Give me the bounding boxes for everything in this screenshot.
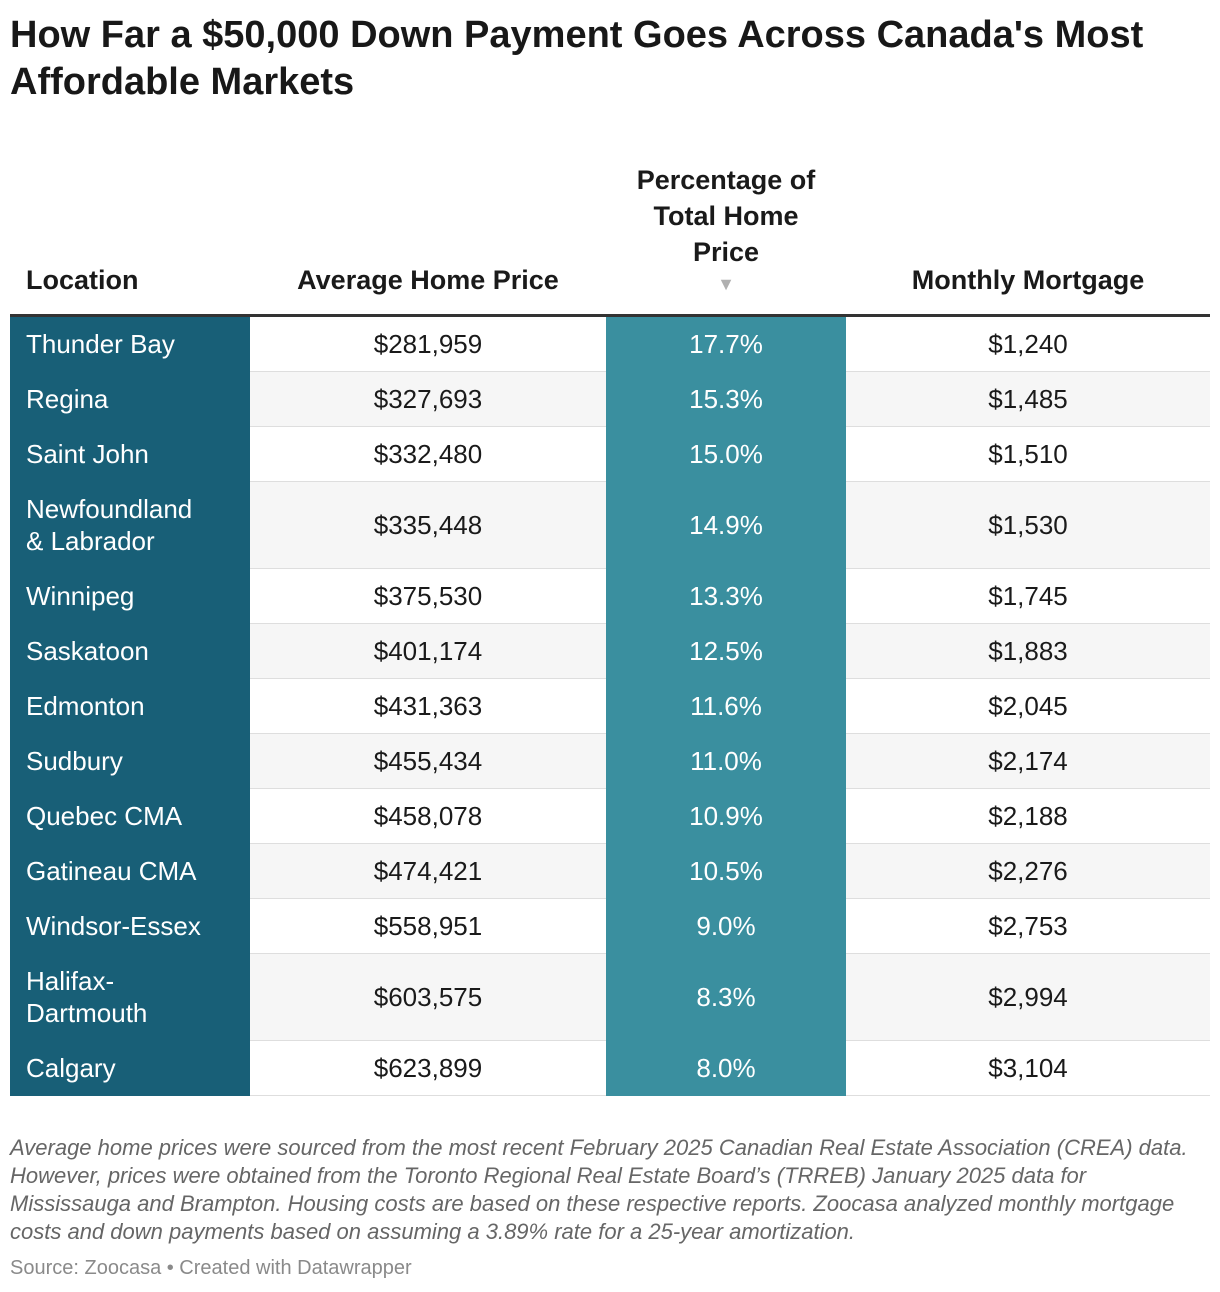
cell-monthly-mortgage: $1,510: [846, 426, 1210, 482]
table-row: Gatineau CMA $474,421 10.5% $2,276: [10, 843, 1210, 899]
column-header-location-label: Location: [26, 265, 139, 295]
cell-average-home-price: $455,434: [250, 733, 606, 789]
cell-monthly-mortgage: $2,276: [846, 843, 1210, 899]
chart-title: How Far a $50,000 Down Payment Goes Acro…: [10, 14, 1144, 103]
cell-percentage: 17.7%: [606, 315, 846, 372]
cell-percentage: 11.6%: [606, 678, 846, 734]
cell-percentage: 13.3%: [606, 568, 846, 624]
cell-percentage: 8.3%: [606, 953, 846, 1041]
cell-average-home-price: $281,959: [250, 315, 606, 372]
column-header-mortgage-label: Monthly Mortgage: [911, 265, 1145, 295]
cell-percentage: 11.0%: [606, 733, 846, 789]
cell-monthly-mortgage: $2,045: [846, 678, 1210, 734]
table-row: Saskatoon $401,174 12.5% $1,883: [10, 623, 1210, 679]
cell-average-home-price: $431,363: [250, 678, 606, 734]
table-row: Edmonton $431,363 11.6% $2,045: [10, 678, 1210, 734]
column-header-price[interactable]: Average Home Price: [250, 162, 606, 317]
column-header-percentage-label: Percentage of Total Home Price: [636, 165, 816, 267]
cell-percentage: 15.3%: [606, 371, 846, 427]
cell-location: Saskatoon: [10, 623, 250, 679]
cell-monthly-mortgage: $2,174: [846, 733, 1210, 789]
cell-percentage: 9.0%: [606, 898, 846, 954]
chart-notes: Average home prices were sourced from th…: [10, 1135, 1188, 1244]
cell-average-home-price: $327,693: [250, 371, 606, 427]
cell-percentage: 15.0%: [606, 426, 846, 482]
table-row: Saint John $332,480 15.0% $1,510: [10, 426, 1210, 482]
table-row: Newfoundland & Labrador $335,448 14.9% $1,53…: [10, 481, 1210, 569]
cell-average-home-price: $335,448: [250, 481, 606, 569]
cell-location: Thunder Bay: [10, 315, 250, 372]
cell-average-home-price: $474,421: [250, 843, 606, 899]
cell-percentage: 12.5%: [606, 623, 846, 679]
cell-location: Newfoundland & Labrador: [10, 481, 250, 569]
data-table: Location Average Home Price Percentage o…: [10, 162, 1210, 1096]
cell-location: Winnipeg: [10, 568, 250, 624]
table-row: Quebec CMA $458,078 10.9% $2,188: [10, 788, 1210, 844]
cell-location: Regina: [10, 371, 250, 427]
cell-monthly-mortgage: $1,530: [846, 481, 1210, 569]
cell-location: Halifax- Dartmouth: [10, 953, 250, 1041]
cell-location: Quebec CMA: [10, 788, 250, 844]
column-header-location[interactable]: Location: [10, 162, 250, 317]
table-row: Windsor-Essex $558,951 9.0% $2,753: [10, 898, 1210, 954]
cell-monthly-mortgage: $1,745: [846, 568, 1210, 624]
cell-location: Windsor-Essex: [10, 898, 250, 954]
table-row: Thunder Bay $281,959 17.7% $1,240: [10, 315, 1210, 372]
cell-location: Gatineau CMA: [10, 843, 250, 899]
table-body: Thunder Bay $281,959 17.7% $1,240 Regina $327…: [10, 315, 1210, 1096]
cell-monthly-mortgage: $2,994: [846, 953, 1210, 1041]
column-header-percentage[interactable]: Percentage of Total Home Price ▼: [606, 162, 846, 317]
cell-average-home-price: $558,951: [250, 898, 606, 954]
cell-monthly-mortgage: $2,188: [846, 788, 1210, 844]
table-row: Calgary $623,899 8.0% $3,104: [10, 1040, 1210, 1096]
column-header-price-label: Average Home Price: [297, 265, 559, 295]
table-row: Winnipeg $375,530 13.3% $1,745: [10, 568, 1210, 624]
source-line: Source: Zoocasa • Created with Datawrapp…: [10, 1257, 412, 1279]
cell-average-home-price: $603,575: [250, 953, 606, 1041]
cell-percentage: 8.0%: [606, 1040, 846, 1096]
cell-average-home-price: $458,078: [250, 788, 606, 844]
table-row: Regina $327,693 15.3% $1,485: [10, 371, 1210, 427]
cell-average-home-price: $623,899: [250, 1040, 606, 1096]
header-row: Location Average Home Price Percentage o…: [10, 162, 1210, 317]
table-row: Sudbury $455,434 11.0% $2,174: [10, 733, 1210, 789]
cell-percentage: 10.5%: [606, 843, 846, 899]
cell-monthly-mortgage: $1,485: [846, 371, 1210, 427]
cell-percentage: 10.9%: [606, 788, 846, 844]
cell-monthly-mortgage: $3,104: [846, 1040, 1210, 1096]
cell-location: Sudbury: [10, 733, 250, 789]
cell-location: Edmonton: [10, 678, 250, 734]
column-header-mortgage[interactable]: Monthly Mortgage: [846, 162, 1210, 317]
cell-monthly-mortgage: $1,883: [846, 623, 1210, 679]
cell-location: Calgary: [10, 1040, 250, 1096]
sort-descending-icon: ▼: [717, 274, 735, 294]
cell-average-home-price: $375,530: [250, 568, 606, 624]
cell-percentage: 14.9%: [606, 481, 846, 569]
cell-average-home-price: $401,174: [250, 623, 606, 679]
cell-average-home-price: $332,480: [250, 426, 606, 482]
cell-monthly-mortgage: $2,753: [846, 898, 1210, 954]
table-row: Halifax- Dartmouth $603,575 8.3% $2,994: [10, 953, 1210, 1041]
cell-location: Saint John: [10, 426, 250, 482]
cell-monthly-mortgage: $1,240: [846, 315, 1210, 372]
